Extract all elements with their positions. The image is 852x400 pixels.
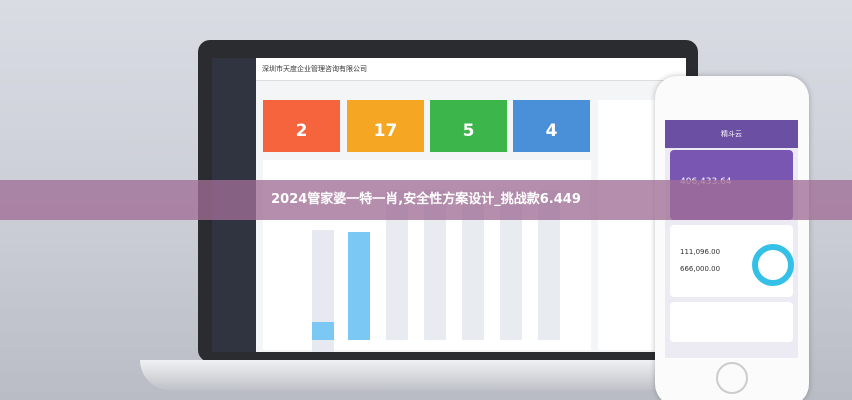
donut (752, 244, 794, 286)
top-bar (256, 58, 686, 81)
bar-bg (386, 190, 408, 340)
bar-bg (424, 190, 446, 340)
stat-card[interactable]: 4 (513, 100, 590, 152)
app-title: 精斗云 (665, 120, 798, 148)
home-button[interactable] (716, 362, 748, 394)
bar (312, 322, 334, 340)
banner: 2024管家婆一特一肖,安全性方案设计_挑战款6.449 (0, 180, 852, 220)
stat-card[interactable]: 5 (430, 100, 507, 152)
list-card (670, 302, 793, 342)
bar-bg (538, 190, 560, 340)
bar-bg (312, 230, 334, 352)
bar-bg (462, 190, 484, 340)
bar-bg (500, 190, 522, 340)
stat-card[interactable]: 2 (263, 100, 340, 152)
stat: 666,000.00 (680, 265, 721, 273)
side-panel (598, 100, 658, 350)
bar (348, 232, 370, 340)
stat-card[interactable]: 17 (347, 100, 424, 152)
company-name: 深圳市天度企业管理咨询有限公司 (262, 65, 367, 73)
stat: 111,096.00 (680, 248, 721, 256)
